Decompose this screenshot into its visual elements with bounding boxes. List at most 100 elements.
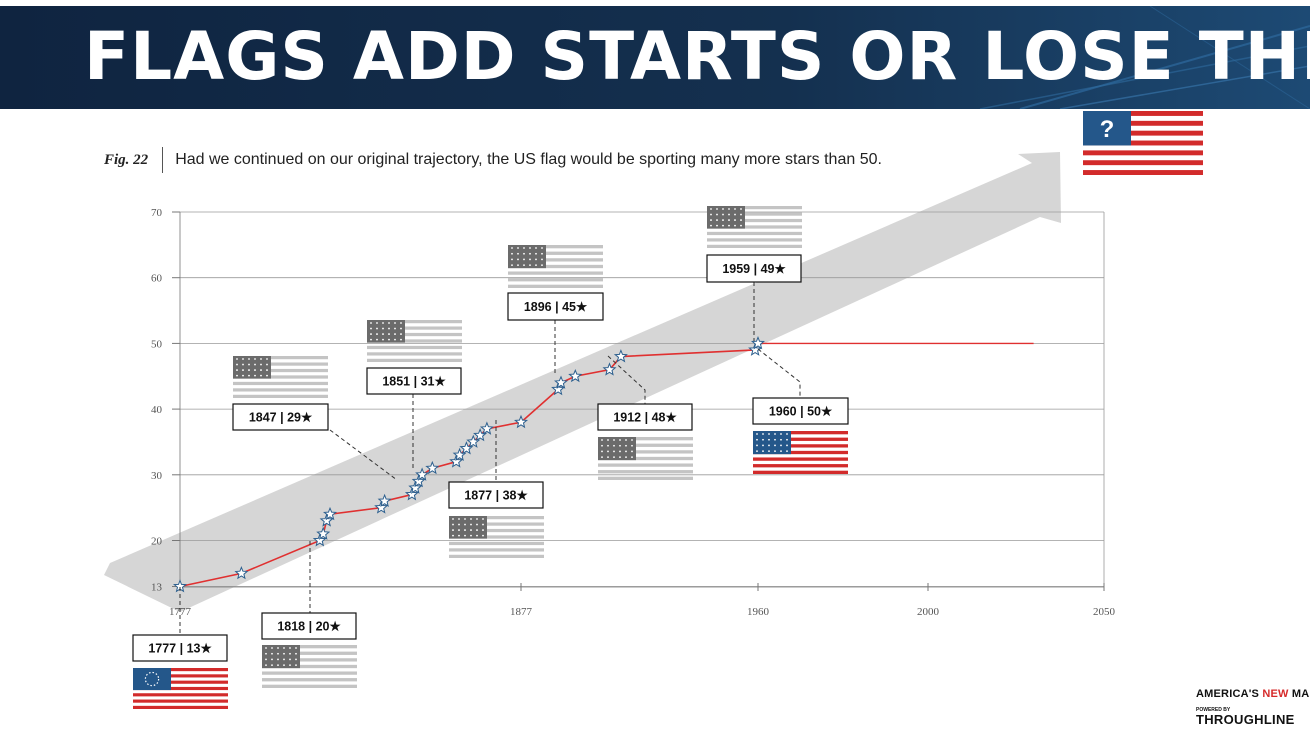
flag-stripe	[262, 678, 357, 682]
flag-star-dot	[277, 647, 279, 649]
annotation-label: 1959 | 49★	[722, 262, 786, 276]
flag-star-dot	[260, 358, 262, 360]
y-tick-label: 60	[151, 273, 163, 285]
flag-star-dot	[740, 219, 742, 221]
flag-star-dot	[476, 534, 478, 537]
flag-star-dot	[283, 658, 285, 661]
flag-star-dot	[774, 433, 776, 435]
flag-star-dot	[295, 647, 297, 649]
flag-star-dot	[370, 327, 372, 330]
flag-star-dot	[295, 652, 297, 655]
data-point-star	[554, 375, 569, 389]
flag-stripe	[707, 206, 802, 210]
figure-caption-text: Had we continued on our original traject…	[175, 151, 882, 168]
flag-stripe	[233, 381, 328, 386]
flag-star-dot	[756, 444, 758, 447]
flag-star-dot	[774, 450, 776, 453]
flag-star-dot	[271, 652, 273, 655]
data-point-star	[377, 493, 392, 507]
flag-stripe	[1083, 150, 1203, 156]
flag-star-dot	[260, 374, 262, 377]
flag-star-dot	[517, 264, 519, 267]
flag-stripe	[367, 339, 462, 343]
data-point-star	[322, 506, 337, 521]
flag-stripe	[598, 456, 693, 461]
y-tick-label: 70	[151, 207, 163, 219]
annotation-box	[752, 397, 849, 425]
flag-star-dot	[716, 208, 718, 210]
flag-star-dot	[613, 444, 615, 447]
flag-stripe	[508, 271, 603, 275]
flag-icon	[508, 245, 603, 288]
flag-star-dot	[601, 444, 603, 447]
y-tick-label: 50	[151, 338, 163, 350]
flag-star-dot	[242, 363, 244, 366]
y-tick-label: 13	[151, 581, 163, 593]
flag-star-dot	[541, 252, 543, 255]
flag-star-dot	[734, 213, 736, 216]
flag-star-dot	[452, 529, 454, 531]
flag-star-dot	[517, 258, 519, 261]
flag-stripe	[133, 674, 228, 678]
flag-stripe	[707, 212, 802, 216]
flag-star-dot	[722, 208, 724, 210]
flag-star-dot	[734, 224, 736, 227]
flag-stripe	[449, 528, 544, 533]
page-title: FLAGS ADD STARTS OR LOSE THEM	[84, 18, 1310, 95]
flag-star-dot	[283, 647, 285, 649]
flag-star-dot	[710, 213, 712, 216]
flag-star-dot	[376, 338, 378, 341]
y-tick-label: 30	[151, 470, 163, 482]
flag-stripe	[262, 664, 357, 669]
flag-stripe	[508, 264, 603, 269]
flag-star-dot	[266, 363, 268, 366]
flag-icon	[449, 516, 544, 558]
flag-star-dot	[470, 518, 472, 520]
flag-star-dot	[376, 322, 378, 324]
flag-stripe	[1083, 120, 1203, 126]
flag-stripe	[1083, 140, 1203, 146]
flag-stripe	[449, 516, 544, 520]
flag-stripe	[753, 470, 848, 474]
flag-star-dot	[394, 327, 396, 330]
flag-star-dot	[476, 523, 478, 526]
flag-icon	[133, 668, 228, 709]
data-point-star	[751, 336, 765, 350]
flag-star-dot	[762, 444, 764, 447]
flag-icon	[367, 320, 462, 362]
flag-star-dot	[394, 338, 396, 341]
flag-stripe	[449, 541, 544, 546]
flag-star-dot	[511, 264, 513, 267]
flag-star-dot	[786, 433, 788, 435]
data-point-star	[319, 513, 334, 527]
figure-label: Fig. 22	[104, 151, 149, 168]
flag-star-dot	[260, 369, 262, 371]
flag-stripe	[707, 225, 802, 229]
flag-canton	[508, 245, 546, 269]
flag-stripe	[133, 680, 228, 684]
flag-stripe	[133, 686, 228, 691]
flag-stripe	[449, 554, 544, 558]
flag-star-dot	[625, 444, 627, 447]
flag-star-dot	[464, 518, 466, 520]
flag-star-dot	[722, 224, 724, 227]
flag-icon	[707, 206, 802, 248]
annotation-label: 1847 | 29★	[249, 411, 313, 425]
flag-star-dot	[271, 658, 273, 661]
future-flag-icon: ?	[1083, 111, 1203, 175]
flag-star-dot	[619, 444, 621, 447]
flag-star-dot	[452, 534, 454, 537]
data-point-star	[602, 362, 617, 376]
flag-star-dot	[388, 322, 390, 324]
brand-logo-line2: THROUGHLINE	[1196, 712, 1295, 727]
flag-star-dot	[277, 664, 279, 667]
flag-stripe	[233, 362, 328, 366]
flag-star-dot	[470, 529, 472, 531]
annotation-box	[706, 254, 802, 283]
flag-star-dot	[254, 358, 256, 360]
flag-star-dot	[756, 450, 758, 453]
flag-star-dot	[271, 664, 273, 667]
flag-star-dot	[535, 247, 537, 249]
y-tick-label: 20	[151, 536, 163, 548]
flag-stripe	[598, 437, 693, 441]
